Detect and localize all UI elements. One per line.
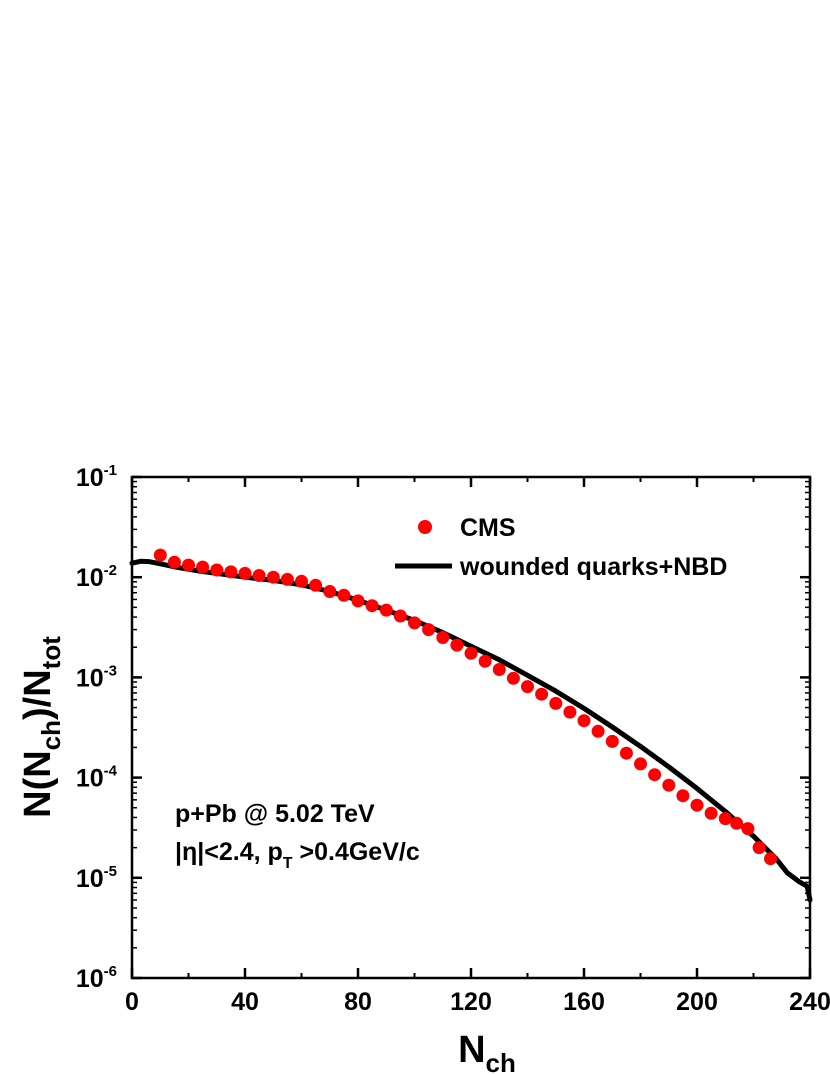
cms-data-point (464, 646, 478, 660)
cms-data-point (506, 671, 520, 685)
cms-data-point (196, 560, 210, 574)
x-tick-label: 120 (450, 988, 492, 1016)
cms-data-point (210, 563, 224, 577)
cms-data-point (309, 578, 323, 592)
cms-data-point (690, 798, 704, 812)
y-axis: 10-6 10-5 10-4 10-3 10-2 10-1 (76, 462, 810, 993)
cms-data-point (521, 680, 534, 694)
cms-data-point (393, 609, 407, 623)
x-axis-title-main: N (458, 1029, 485, 1071)
annotation-block: p+Pb @ 5.02 TeV |η|<2.4, pT >0.4GeV/c (175, 800, 420, 872)
cms-data-point (752, 841, 766, 855)
legend-cms-label: CMS (460, 514, 516, 542)
x-tick-label: 200 (676, 988, 718, 1016)
cms-data-point (408, 616, 421, 630)
x-tick-label: 240 (789, 988, 830, 1016)
cms-data-point (535, 687, 549, 701)
cms-data-point (238, 566, 252, 580)
cms-data-point (153, 548, 167, 562)
cms-data-point (591, 724, 605, 738)
cms-data-point (365, 599, 379, 613)
y-axis-title-part2: )/N (17, 669, 59, 720)
cms-data-point (619, 746, 633, 760)
cms-data-point (662, 778, 676, 792)
cms-data-point (478, 654, 492, 668)
cms-data-point (730, 816, 744, 830)
y-axis-title-part1: N(N (17, 750, 59, 818)
y-axis-title: N(Nch)/Ntot (17, 636, 66, 818)
x-tick-label: 160 (563, 988, 605, 1016)
x-axis: 0 40 80 120 160 200 240 (125, 477, 830, 1016)
cms-data-series (153, 548, 777, 866)
cms-data-point (351, 594, 365, 608)
cms-data-point (167, 555, 181, 569)
legend: CMS wounded quarks+NBD (395, 514, 727, 581)
y-tick-label: 10-3 (76, 662, 117, 692)
y-axis-title-sub1: ch (36, 720, 66, 750)
y-tick-label: 10-6 (76, 963, 117, 993)
annotation-line: p+Pb @ 5.02 TeV (175, 800, 375, 828)
cms-data-point (648, 768, 662, 782)
cms-data-point (436, 631, 450, 644)
cms-data-point (718, 812, 732, 826)
cms-data-point (337, 588, 351, 602)
cms-data-point (704, 806, 718, 820)
cms-data-point (492, 663, 506, 676)
cms-data-point (676, 789, 690, 803)
cms-data-point (422, 623, 436, 637)
cms-data-point (295, 574, 308, 588)
x-axis-title: Nch (458, 1029, 516, 1075)
cms-data-point (280, 572, 294, 586)
y-tick-label: 10-5 (76, 863, 117, 893)
y-tick-label: 10-4 (76, 763, 118, 793)
y-axis-title-sub2: tot (36, 636, 66, 670)
cms-data-point (266, 570, 280, 584)
cms-data-point (252, 569, 266, 582)
x-axis-title-sub: ch (486, 1048, 516, 1075)
y-tick-label: 10-2 (76, 562, 117, 592)
x-tick-label: 80 (344, 988, 372, 1016)
x-tick-label: 0 (125, 988, 139, 1016)
cms-data-point (323, 585, 337, 598)
y-tick-label: 10-1 (76, 462, 117, 492)
legend-cms-marker (418, 520, 432, 534)
cms-data-point (634, 757, 647, 771)
annotation-line: |η|<2.4, pT >0.4GeV/c (175, 838, 420, 872)
x-tick-label: 40 (231, 988, 259, 1016)
cms-data-point (450, 638, 464, 652)
cms-data-point (563, 705, 577, 719)
cms-data-point (741, 822, 755, 836)
cms-data-point (764, 852, 777, 866)
legend-model-label: wounded quarks+NBD (459, 553, 727, 581)
cms-data-point (577, 714, 591, 728)
cms-data-point (224, 565, 238, 579)
cms-data-point (605, 734, 619, 748)
cms-data-point (549, 696, 563, 710)
cms-data-point (379, 603, 393, 617)
cms-data-point (182, 558, 195, 572)
